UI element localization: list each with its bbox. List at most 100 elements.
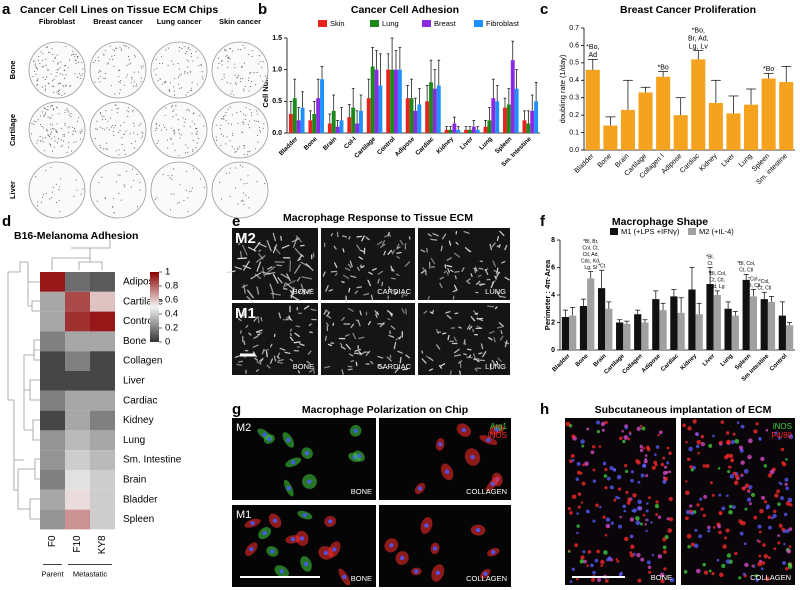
cell-dot	[241, 131, 243, 133]
cell	[442, 332, 447, 335]
cell	[765, 506, 769, 510]
cell	[492, 260, 496, 268]
cell	[448, 240, 452, 246]
cell-dot	[47, 109, 49, 111]
bar	[744, 104, 759, 150]
cell	[772, 509, 777, 514]
cell	[641, 426, 646, 431]
cell-dot	[186, 170, 188, 173]
cell-dot	[233, 148, 235, 150]
annotation: *Bo,	[586, 44, 599, 51]
cell	[461, 267, 465, 272]
legend-label: Skin	[330, 19, 345, 28]
nucleus	[491, 549, 496, 555]
cell	[477, 274, 482, 278]
bar	[724, 308, 732, 350]
cell-dot	[95, 60, 97, 62]
stain-legend: iNOS	[488, 431, 507, 440]
annotation: Col, Ct,	[582, 245, 599, 251]
cell	[277, 352, 281, 358]
cell	[286, 273, 291, 282]
cell-dot	[229, 172, 231, 174]
cell-dot	[52, 124, 54, 126]
cell	[357, 319, 361, 327]
cell-dot	[103, 54, 105, 56]
cell-dot	[44, 85, 46, 87]
cell	[443, 270, 447, 274]
y-axis-label: doubling rate (1/day)	[558, 54, 567, 123]
x-tick-label: Cartilage	[353, 135, 377, 159]
cell-dot	[220, 133, 223, 135]
x-tick-label: Bone	[575, 353, 590, 368]
cell-dot	[192, 168, 195, 170]
cell	[293, 341, 301, 344]
cell-dot	[243, 144, 245, 147]
annotation: *Bl,	[706, 254, 714, 260]
cell	[610, 521, 614, 525]
cell-dot	[226, 136, 228, 138]
cell-dot	[103, 77, 105, 79]
cell-dot	[191, 187, 193, 189]
heatmap-cell	[40, 509, 65, 530]
cell	[774, 493, 779, 498]
cell-dot	[262, 80, 264, 82]
cell-dot	[184, 46, 186, 48]
cell	[636, 426, 641, 431]
cell-dot	[124, 154, 127, 156]
cell-dot	[185, 51, 188, 53]
annotation: Br, Ad,	[688, 36, 709, 43]
cell	[743, 468, 749, 474]
cell	[476, 317, 484, 322]
cell-dot	[256, 113, 259, 115]
cell	[747, 438, 753, 444]
bar	[308, 120, 313, 133]
cell-dot	[111, 109, 113, 111]
bar	[359, 110, 363, 133]
cell-dot	[244, 118, 246, 120]
cell-dot	[61, 94, 63, 97]
cell	[470, 273, 473, 277]
cell-dot	[192, 139, 194, 141]
image-label: CARDIAC	[377, 362, 411, 371]
y-tick-label: 0.2	[569, 112, 579, 119]
cell-dot	[42, 141, 44, 143]
heatmap-cell	[65, 371, 90, 391]
cell-dot	[154, 198, 156, 200]
cell-dot	[258, 129, 261, 131]
cell	[624, 426, 628, 430]
cell-dot	[234, 67, 236, 69]
cell	[421, 350, 424, 354]
cell-dot	[118, 192, 120, 194]
cell-dot	[243, 123, 245, 125]
cell	[619, 515, 622, 519]
cell-dot	[62, 134, 64, 136]
bar	[288, 114, 293, 133]
cell	[598, 445, 602, 448]
row-label: Kidney	[123, 415, 154, 426]
cell	[470, 316, 476, 322]
cell	[301, 276, 312, 280]
cell-dot	[175, 114, 177, 116]
cell-dot	[241, 121, 244, 123]
column-label: F0	[47, 535, 58, 547]
cell	[740, 460, 745, 465]
cell-dot	[120, 199, 122, 201]
heatmap-cell	[65, 489, 90, 510]
cell-dot	[195, 127, 197, 130]
legend-swatch	[610, 228, 618, 235]
bar	[452, 123, 457, 133]
cell-dot	[46, 128, 48, 130]
cell	[748, 490, 751, 494]
cell-dot	[74, 127, 76, 129]
cell	[646, 502, 649, 505]
cell-dot	[171, 178, 173, 180]
cell	[277, 277, 283, 284]
cell	[718, 530, 722, 535]
cell	[340, 342, 343, 347]
cell-dot	[67, 131, 69, 133]
cell	[490, 281, 495, 289]
cell-dot	[231, 90, 233, 92]
cell-dot	[166, 139, 168, 141]
cell-dot	[178, 129, 180, 131]
cell-dot	[45, 88, 47, 90]
